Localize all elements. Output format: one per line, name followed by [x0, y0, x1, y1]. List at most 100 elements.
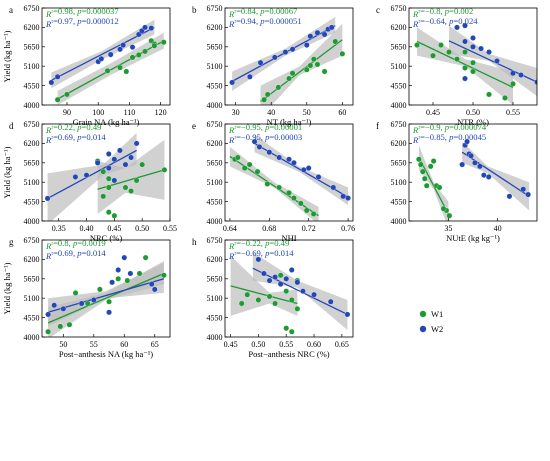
data-point-w1	[261, 96, 267, 103]
stat-annotation-w1: R²=0.84, p=0.00067	[228, 6, 298, 19]
data-point-w2	[105, 165, 112, 171]
data-point-w2	[111, 177, 118, 184]
data-point-w1	[105, 209, 112, 216]
y-tick-label: 5650	[24, 275, 40, 284]
panel-letter: f	[376, 121, 379, 131]
data-point-w2	[525, 191, 531, 198]
y-tick-label: 5100	[207, 178, 223, 187]
stat-annotation-w2: R²=−0.95, p=0.00003	[228, 132, 302, 145]
data-point-w1	[454, 56, 460, 62]
data-point-w2	[470, 43, 476, 50]
panel-f: 4000 4550 5100 5650 6200 6750 35 40 f NUtE (kg kg…	[376, 120, 538, 243]
data-point-w2	[109, 279, 115, 286]
y-tick-label: 6200	[24, 255, 40, 264]
data-point-w1	[297, 200, 304, 207]
data-point-w2	[468, 152, 474, 159]
data-point-w1	[122, 184, 129, 191]
y-tick-label: 4000	[24, 333, 40, 342]
x-axis-label: NHI	[281, 233, 296, 243]
confidence-band-w1	[230, 255, 298, 316]
regression-line-w2	[47, 149, 137, 199]
data-point-w1	[123, 68, 130, 75]
data-point-w2	[276, 154, 283, 161]
x-tick-label: 30	[232, 108, 240, 117]
data-point-w1	[64, 91, 70, 98]
data-point-w2	[98, 55, 105, 62]
legend-marker-w2	[419, 325, 427, 333]
confidence-band-w1	[57, 32, 164, 105]
data-point-w2	[303, 42, 310, 48]
data-point-w2	[117, 147, 123, 154]
panel-d: 4000 4550 5100 5650 6200 6750 0.35 0.40 0.45 0.50…	[2, 120, 177, 243]
data-point-w2	[480, 172, 487, 178]
legend: W1 W2	[419, 309, 443, 334]
data-point-w2	[330, 184, 337, 191]
panel-c: 4000 4550 5100 5650 6200 6750 0.45 0.50 0.55 c NTR…	[376, 4, 538, 127]
data-point-w1	[254, 168, 261, 175]
data-point-w1	[502, 95, 508, 101]
y-tick-label: 4550	[207, 313, 223, 322]
regression-line-w2	[461, 151, 530, 197]
x-tick-label: 60	[120, 340, 128, 349]
y-tick-label: 5650	[391, 159, 407, 168]
x-tick-label: 0.60	[307, 340, 321, 349]
data-point-w1	[510, 80, 516, 87]
data-point-w1	[264, 181, 271, 187]
data-point-w2	[151, 286, 158, 293]
plot-area-b	[229, 16, 346, 105]
stat-annotation-w1: R²=−0.22, p=0.49	[228, 238, 289, 251]
data-point-w1	[272, 300, 278, 307]
regression-line-w1	[229, 155, 319, 217]
x-axis-label: Post−anthesis NRC (%)	[248, 349, 329, 359]
data-point-w1	[266, 293, 273, 300]
x-tick-label: 0.40	[80, 224, 94, 233]
y-tick-label: 6200	[24, 139, 40, 148]
data-point-w2	[60, 305, 67, 312]
x-axis-label: Post−anthesis NA (kg ha⁻¹)	[59, 349, 153, 359]
data-point-w2	[454, 24, 460, 31]
y-tick-label: 4000	[24, 217, 40, 226]
x-tick-label: 0.65	[335, 340, 349, 349]
panel-h: 4000 4550 5100 5650 6200 6750 0.45 0.50 0.55 0.60…	[192, 236, 354, 359]
data-point-w2	[462, 38, 468, 45]
data-point-w2	[257, 59, 264, 66]
y-tick-label: 6750	[24, 4, 40, 13]
data-point-w1	[286, 75, 292, 82]
data-point-w2	[478, 45, 484, 52]
data-point-w1	[115, 275, 122, 282]
y-axis-label: Yield (kg ha⁻¹)	[2, 262, 12, 314]
stat-annotation-w1: R²=0.8, p=0.0019	[45, 238, 106, 251]
data-point-w1	[303, 207, 310, 214]
panel-letter: e	[192, 121, 196, 131]
data-point-w1	[430, 158, 437, 164]
data-point-w1	[246, 161, 253, 168]
regression-line-w1	[260, 39, 343, 102]
panel-b: 4000 4550 5100 5650 6200 6750 30 40 50 60 b NT (kg …	[192, 4, 354, 127]
data-point-w1	[105, 184, 112, 191]
data-point-w1	[124, 277, 131, 284]
x-axis-label: NRC (%)	[90, 233, 123, 243]
data-point-w1	[438, 42, 444, 48]
y-tick-label: 4000	[207, 217, 223, 226]
regression-line-w1	[418, 157, 449, 215]
data-point-w1	[142, 48, 148, 55]
data-point-w1	[135, 52, 142, 58]
data-point-w1	[133, 177, 140, 184]
x-tick-label: 0.50	[135, 224, 149, 233]
data-point-w2	[121, 254, 128, 261]
legend-marker-w1	[419, 310, 427, 318]
x-tick-label: 0.45	[426, 108, 440, 117]
y-tick-label: 6750	[207, 4, 223, 13]
data-point-w1	[440, 205, 447, 212]
y-tick-label: 6750	[24, 120, 40, 129]
data-point-w1	[255, 297, 262, 303]
data-point-w2	[462, 75, 468, 82]
data-point-w1	[283, 325, 290, 332]
x-tick-label: 0.55	[279, 340, 293, 349]
y-tick-label: 4000	[207, 101, 223, 110]
plot-area-d	[44, 132, 168, 221]
plot-area-g	[45, 254, 167, 337]
x-tick-label: 0.45	[224, 340, 238, 349]
data-point-w2	[294, 279, 301, 286]
